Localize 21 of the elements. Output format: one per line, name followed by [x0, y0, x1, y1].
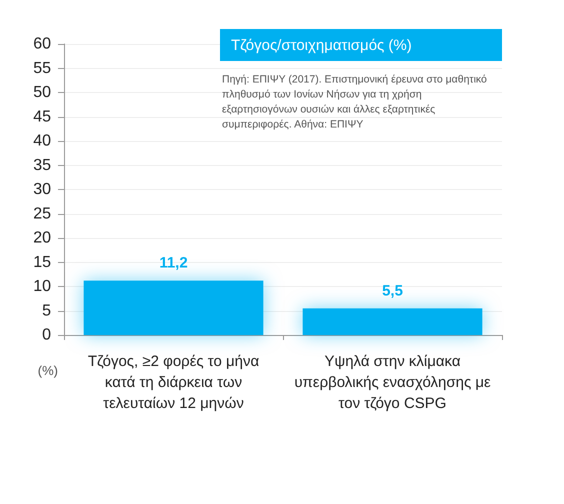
y-tick-label: 10 [33, 278, 52, 295]
y-tick-label: 40 [33, 132, 52, 150]
y-tick-label: 30 [33, 181, 52, 198]
y-tick-label: 15 [33, 254, 52, 271]
y-tick-label: 55 [33, 60, 52, 77]
chart-title: Τζόγος/στοιχηματισμός (%) [231, 36, 412, 54]
y-axis-title: (%) [38, 363, 58, 378]
y-tick-label: 50 [33, 84, 52, 101]
data-label: 11,2 [159, 254, 188, 272]
data-label: 5,5 [382, 282, 403, 300]
y-tick-label: 60 [33, 36, 52, 52]
x-tick-label: Τζόγος, ≥2 φορές το μήνα κατά τη διάρκεια των τελευταίων 12 μηνών [88, 353, 260, 412]
y-tick-label: 5 [42, 302, 52, 320]
x-tick-label: Υψηλά στην κλίμακα υπερβολικής ενασχόλησης με τον τζόγο CSPG [294, 353, 491, 412]
y-tick-label: 0 [42, 326, 52, 344]
y-tick-label: 20 [33, 230, 52, 246]
y-tick-label: 25 [33, 205, 52, 222]
annotation: Πηγή: ΕΠΙΨΥ (2017). Επιστημονική έρευνα στο μαθητικό πληθυσμό των Ιονίων Νήσων για τη χρήση εξαρτησιογόνων ουσιών και άλλες εξαρτητικές συμπεριφορές. Αθήνα: ΕΠΙΨΥ [222, 74, 488, 130]
y-tick-label: 35 [33, 156, 52, 174]
y-tick-label: 45 [33, 108, 52, 126]
title-banner: Τζόγος/στοιχηματισμός (%) [220, 29, 502, 61]
